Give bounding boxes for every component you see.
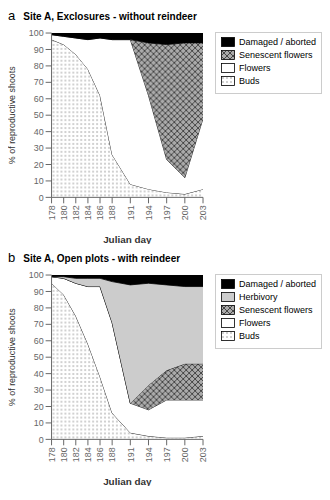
svg-text:200: 200 [180,205,190,220]
svg-text:180: 180 [59,447,69,462]
svg-text:40: 40 [34,127,44,137]
svg-text:Julian day: Julian day [103,476,152,486]
svg-text:197: 197 [162,205,172,220]
svg-text:182: 182 [71,205,81,220]
svg-text:Julian day: Julian day [103,234,152,244]
html-text:Herbivory: Herbivory [238,292,278,302]
svg-text:197: 197 [162,447,172,462]
html-text:Flowers: Flowers [238,318,271,328]
svg-text:70: 70 [34,77,44,87]
svg-text:90: 90 [34,45,44,55]
svg-text:20: 20 [34,160,44,170]
svg-text:203: 203 [198,447,208,462]
html-text:Damaged / aborted: Damaged / aborted [238,279,316,289]
svg-text:30: 30 [34,143,44,153]
svg-text:% of reproductive shoots: % of reproductive shoots [8,66,17,164]
svg-text:0: 0 [39,193,44,203]
svg-text:100: 100 [29,270,44,280]
svg-text:186: 186 [95,205,105,220]
html-text:b: b [8,250,16,265]
svg-text:186: 186 [95,447,105,462]
html-text:a: a [8,8,16,23]
svg-text:10: 10 [34,176,44,186]
html-text:Flowers: Flowers [238,63,271,73]
svg-text:184: 184 [83,205,93,220]
svg-text:194: 194 [144,447,154,462]
html-text:Senescent flowers: Senescent flowers [238,305,313,315]
svg-text:184: 184 [83,447,93,462]
svg-text:191: 191 [126,205,136,220]
html-text:Buds: Buds [238,331,260,341]
html-text:Site A, Exclosures - without r: Site A, Exclosures - without reindeer [23,11,197,22]
svg-text:194: 194 [144,205,154,220]
svg-text:200: 200 [180,447,190,462]
svg-text:10: 10 [34,418,44,428]
svg-text:80: 80 [34,61,44,71]
svg-text:40: 40 [34,369,44,379]
svg-text:20: 20 [34,402,44,412]
svg-text:70: 70 [34,319,44,329]
svg-text:182: 182 [71,447,81,462]
svg-text:30: 30 [34,385,44,395]
svg-text:188: 188 [107,205,117,220]
svg-text:60: 60 [34,336,44,346]
html-text:Buds: Buds [238,76,260,86]
html-text:Damaged / aborted: Damaged / aborted [238,37,316,47]
svg-text:203: 203 [198,205,208,220]
svg-text:% of reproductive shoots: % of reproductive shoots [8,308,17,406]
svg-text:178: 178 [47,447,57,462]
svg-text:90: 90 [34,287,44,297]
svg-text:191: 191 [126,447,136,462]
svg-text:180: 180 [59,205,69,220]
svg-text:60: 60 [34,94,44,104]
svg-text:100: 100 [29,28,44,38]
svg-text:80: 80 [34,303,44,313]
svg-text:188: 188 [107,447,117,462]
svg-text:178: 178 [47,205,57,220]
svg-text:0: 0 [39,435,44,445]
svg-text:50: 50 [34,352,44,362]
html-text:Site A, Open plots - with rein: Site A, Open plots - with reindeer [23,253,181,264]
svg-text:50: 50 [34,110,44,120]
html-text:Senescent flowers: Senescent flowers [238,50,313,60]
